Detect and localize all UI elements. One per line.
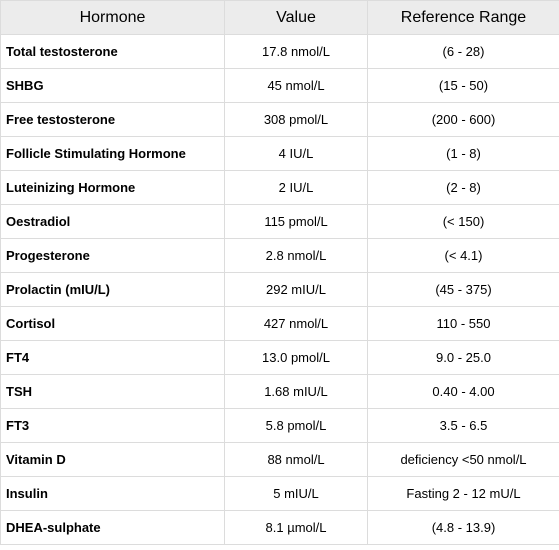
table-row: Progesterone 2.8 nmol/L (< 4.1) — [0, 238, 559, 273]
value-cell: 5.8 pmol/L — [224, 408, 368, 443]
value-cell: 308 pmol/L — [224, 102, 368, 137]
range-cell: deficiency <50 nmol/L — [367, 442, 559, 477]
range-cell: (1 - 8) — [367, 136, 559, 171]
hormone-cell: DHEA-sulphate — [0, 510, 225, 545]
header-hormone: Hormone — [0, 0, 225, 35]
hormone-cell: SHBG — [0, 68, 225, 103]
range-cell: (2 - 8) — [367, 170, 559, 205]
hormone-cell: FT3 — [0, 408, 225, 443]
table-row: Free testosterone 308 pmol/L (200 - 600) — [0, 102, 559, 137]
table-row: Cortisol 427 nmol/L 110 - 550 — [0, 306, 559, 341]
table-body: Total testosterone 17.8 nmol/L (6 - 28) … — [0, 34, 559, 545]
table-row: Insulin 5 mIU/L Fasting 2 - 12 mU/L — [0, 476, 559, 511]
range-cell: (6 - 28) — [367, 34, 559, 69]
table-header: Hormone Value Reference Range — [0, 0, 559, 35]
table-row: TSH 1.68 mIU/L 0.40 - 4.00 — [0, 374, 559, 409]
value-cell: 2.8 nmol/L — [224, 238, 368, 273]
range-cell: (< 150) — [367, 204, 559, 239]
table-row: Prolactin (mIU/L) 292 mIU/L (45 - 375) — [0, 272, 559, 307]
range-cell: 9.0 - 25.0 — [367, 340, 559, 375]
value-cell: 8.1 µmol/L — [224, 510, 368, 545]
header-reference-range: Reference Range — [367, 0, 559, 35]
value-cell: 427 nmol/L — [224, 306, 368, 341]
table-row: Vitamin D 88 nmol/L deficiency <50 nmol/… — [0, 442, 559, 477]
value-cell: 292 mIU/L — [224, 272, 368, 307]
header-value: Value — [224, 0, 368, 35]
hormone-cell: Luteinizing Hormone — [0, 170, 225, 205]
value-cell: 4 IU/L — [224, 136, 368, 171]
header-row: Hormone Value Reference Range — [0, 0, 559, 35]
table-row: Total testosterone 17.8 nmol/L (6 - 28) — [0, 34, 559, 69]
table-row: SHBG 45 nmol/L (15 - 50) — [0, 68, 559, 103]
hormone-cell: Cortisol — [0, 306, 225, 341]
range-cell: (200 - 600) — [367, 102, 559, 137]
range-cell: 0.40 - 4.00 — [367, 374, 559, 409]
table-row: FT3 5.8 pmol/L 3.5 - 6.5 — [0, 408, 559, 443]
hormone-cell: Prolactin (mIU/L) — [0, 272, 225, 307]
table-row: FT4 13.0 pmol/L 9.0 - 25.0 — [0, 340, 559, 375]
hormone-cell: Vitamin D — [0, 442, 225, 477]
table-row: DHEA-sulphate 8.1 µmol/L (4.8 - 13.9) — [0, 510, 559, 545]
value-cell: 1.68 mIU/L — [224, 374, 368, 409]
hormone-cell: Total testosterone — [0, 34, 225, 69]
range-cell: (15 - 50) — [367, 68, 559, 103]
value-cell: 115 pmol/L — [224, 204, 368, 239]
range-cell: 3.5 - 6.5 — [367, 408, 559, 443]
value-cell: 2 IU/L — [224, 170, 368, 205]
range-cell: Fasting 2 - 12 mU/L — [367, 476, 559, 511]
value-cell: 88 nmol/L — [224, 442, 368, 477]
hormone-cell: Oestradiol — [0, 204, 225, 239]
hormone-cell: Free testosterone — [0, 102, 225, 137]
value-cell: 5 mIU/L — [224, 476, 368, 511]
value-cell: 45 nmol/L — [224, 68, 368, 103]
value-cell: 17.8 nmol/L — [224, 34, 368, 69]
range-cell: 110 - 550 — [367, 306, 559, 341]
range-cell: (4.8 - 13.9) — [367, 510, 559, 545]
value-cell: 13.0 pmol/L — [224, 340, 368, 375]
hormone-cell: Follicle Stimulating Hormone — [0, 136, 225, 171]
hormone-cell: Progesterone — [0, 238, 225, 273]
range-cell: (45 - 375) — [367, 272, 559, 307]
table-row: Luteinizing Hormone 2 IU/L (2 - 8) — [0, 170, 559, 205]
hormone-cell: FT4 — [0, 340, 225, 375]
hormone-cell: Insulin — [0, 476, 225, 511]
hormone-cell: TSH — [0, 374, 225, 409]
table-row: Oestradiol 115 pmol/L (< 150) — [0, 204, 559, 239]
table-row: Follicle Stimulating Hormone 4 IU/L (1 -… — [0, 136, 559, 171]
range-cell: (< 4.1) — [367, 238, 559, 273]
